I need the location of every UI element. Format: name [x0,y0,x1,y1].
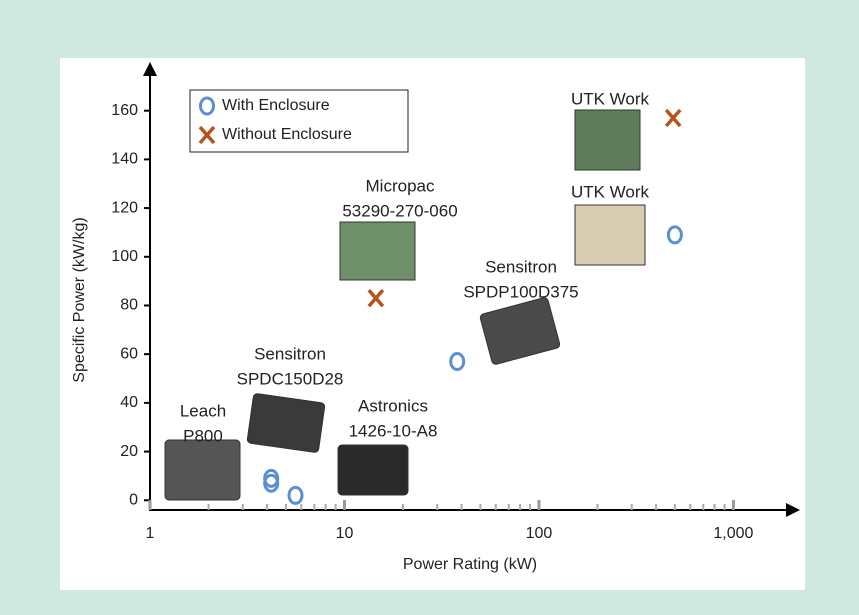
y-axis-title: Specific Power (kW/kg) [71,217,88,382]
annotation: Sensitron [485,257,557,276]
y-tick-label: 100 [111,248,138,265]
annotation: SPDC150D28 [237,369,344,388]
legend-label: Without Enclosure [222,126,352,143]
x-axis-title: Power Rating (kW) [403,556,537,573]
point [367,289,385,308]
point [287,485,304,505]
legend-marker [199,96,215,116]
device-photo [574,109,641,171]
device-photo [337,444,409,496]
x-tick-label: 1 [146,525,155,542]
legend-marker [198,125,216,145]
y-tick-label: 120 [111,199,138,216]
legend [189,89,409,153]
device-photo [246,393,326,453]
device-photo [339,221,416,281]
point [263,473,280,493]
y-tick-label: 160 [111,102,138,119]
annotation: UTK Work [571,89,650,108]
y-tick-label: 140 [111,151,138,168]
y-tick-label: 40 [120,394,138,411]
y-tick-label: 0 [129,491,138,508]
legend-label: With Enclosure [222,97,330,114]
annotation: SPDP100D375 [463,282,578,301]
annotation: 53290-270-060 [342,201,457,220]
y-tick-label: 80 [120,297,138,314]
y-tick-label: 60 [120,345,138,362]
point [664,108,682,128]
device-photo [574,204,646,266]
y-tick-label: 20 [120,443,138,460]
x-axis-arrow [786,503,800,517]
annotation: UTK Work [571,182,650,201]
device-photo [164,439,241,501]
x-tick-label: 100 [526,525,553,542]
x-tick-label: 1,000 [713,525,753,542]
plot-background [60,58,805,590]
annotation: Micropac [366,176,435,195]
point [666,225,683,245]
point [449,351,466,371]
annotation: Astronics [358,396,428,415]
annotation: 1426-10-A8 [349,421,438,440]
device-photo [479,297,561,365]
annotation: Sensitron [254,344,326,363]
y-axis-arrow [143,62,157,76]
device-photos [164,109,646,501]
annotation: P800 [183,426,223,445]
annotation: Leach [180,401,226,420]
x-tick-label: 10 [336,525,354,542]
